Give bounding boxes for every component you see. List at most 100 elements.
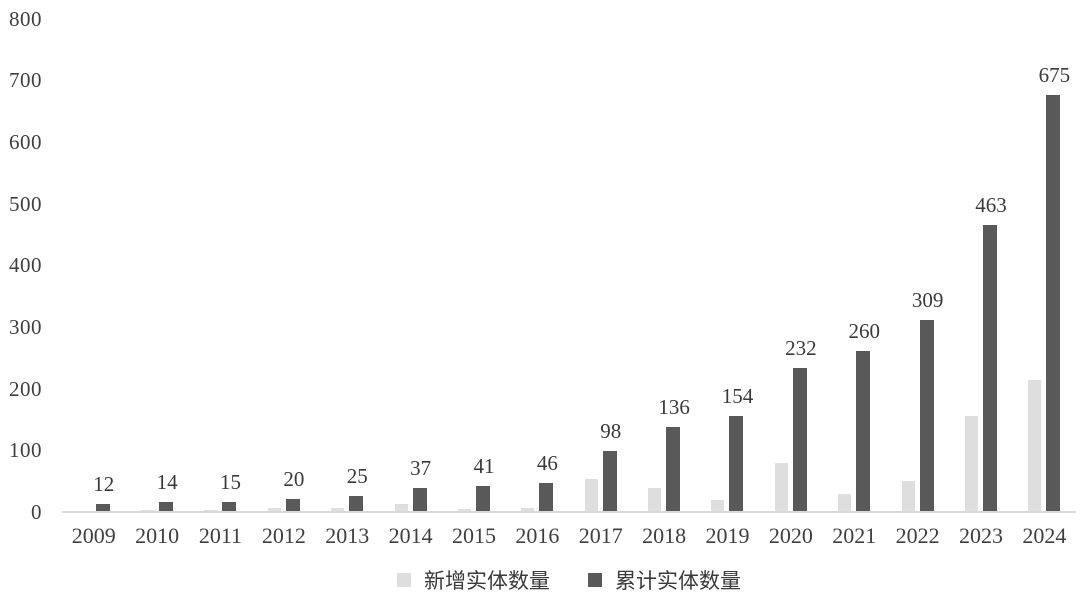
bar-new-entities	[204, 510, 218, 511]
x-axis-category-label: 2023	[958, 523, 1003, 548]
bar-pair	[521, 482, 554, 511]
y-axis: 0 100 200 300 400 500 600 700 800	[0, 0, 46, 525]
bar-cumulative-entities	[539, 482, 554, 511]
bar-pair	[711, 416, 744, 511]
bar-cumulative-entities	[602, 450, 617, 511]
bar-group: 154 2019	[696, 0, 759, 548]
x-axis-category-label: 2013	[325, 523, 370, 548]
bar-group: 463 2023	[949, 0, 1012, 548]
bar-group: 98 2017	[569, 0, 632, 548]
y-axis-tick-label: 400	[9, 253, 42, 278]
bar-new-entities	[394, 503, 408, 511]
bar-group: 136 2018	[632, 0, 695, 548]
bar-pair	[457, 485, 490, 511]
bar-group: 12 2009	[62, 0, 125, 548]
bar-new-entities	[267, 507, 281, 511]
y-axis-tick-label: 300	[9, 314, 42, 339]
y-axis-tick-label: 0	[31, 500, 42, 524]
y-axis-tick-label: 600	[9, 129, 42, 154]
data-label: 675	[1038, 62, 1071, 87]
bar-cumulative-entities	[856, 350, 871, 511]
x-axis-category-label: 2018	[642, 523, 687, 548]
bar-cumulative-entities	[159, 502, 174, 511]
data-label: 98	[600, 418, 622, 443]
data-label: 309	[911, 288, 944, 313]
bar-pair	[584, 450, 617, 511]
bar-cumulative-entities	[412, 488, 427, 511]
legend-item-new: 新增实体数量	[397, 565, 550, 595]
bar-group: 37 2014	[379, 0, 442, 548]
legend-swatch-new	[397, 573, 411, 587]
bar-cumulative-entities	[729, 416, 744, 511]
x-axis-category-label: 2014	[388, 523, 433, 548]
y-axis-tick-label: 500	[9, 191, 42, 216]
bar-pair	[1028, 94, 1061, 511]
bar-new-entities	[521, 507, 535, 511]
bar-pair	[394, 488, 427, 511]
data-label: 260	[848, 318, 880, 343]
x-axis-category-label: 2010	[135, 523, 180, 548]
bar-new-entities	[457, 508, 471, 511]
bar-cumulative-entities	[1046, 94, 1061, 511]
data-label: 37	[410, 456, 432, 481]
bar-cumulative-entities	[285, 498, 300, 511]
bar-new-entities	[1028, 380, 1042, 511]
x-axis-category-label: 2016	[515, 523, 560, 548]
bar-pair	[964, 225, 997, 511]
legend-item-cumulative: 累计实体数量	[588, 565, 741, 595]
legend: 新增实体数量 累计实体数量	[62, 565, 1076, 595]
plot-area: 12 2009 14 2010 15 2011 20 2012 25 2013 37 2014 41 20…	[62, 0, 1076, 548]
bar-group: 41 2015	[442, 0, 505, 548]
bar-pair	[774, 367, 807, 511]
data-label: 14	[156, 470, 178, 495]
x-axis-line	[62, 511, 1076, 513]
data-label: 463	[975, 193, 1007, 218]
bar-cumulative-entities	[475, 485, 490, 511]
bar-pair	[204, 501, 237, 511]
x-axis-category-label: 2019	[705, 523, 750, 548]
bar-new-entities	[141, 509, 155, 511]
bar-pair	[648, 427, 681, 511]
bar-cumulative-entities	[95, 503, 110, 511]
x-axis-category-label: 2017	[578, 523, 623, 548]
bar-cumulative-entities	[222, 501, 237, 511]
legend-label-cumulative: 累计实体数量	[615, 569, 741, 593]
x-axis-category-label: 2021	[832, 523, 877, 548]
bar-group: 232 2020	[759, 0, 822, 548]
bar-group: 20 2012	[252, 0, 315, 548]
x-axis-category-label: 2011	[198, 523, 243, 548]
bar-new-entities	[838, 493, 852, 511]
bar-group: 260 2021	[823, 0, 886, 548]
data-label: 25	[346, 463, 368, 488]
x-axis-category-label: 2022	[895, 523, 940, 548]
bar-pair	[267, 498, 300, 511]
bar-new-entities	[648, 487, 662, 511]
bar-new-entities	[331, 507, 345, 511]
bar-new-entities	[901, 480, 915, 511]
bar-pair	[141, 502, 174, 511]
data-label: 15	[219, 469, 241, 494]
bar-pair	[838, 350, 871, 511]
y-axis-tick-label: 700	[9, 68, 42, 93]
data-label: 12	[93, 471, 115, 496]
bar-group: 675 2024	[1013, 0, 1076, 548]
legend-swatch-cumulative	[588, 573, 602, 587]
bar-pair	[78, 503, 110, 511]
y-axis-tick-label: 800	[9, 6, 42, 31]
bar-group: 15 2011	[189, 0, 252, 548]
bar-group: 25 2013	[316, 0, 379, 548]
bar-new-entities	[964, 416, 978, 511]
x-axis-category-label: 2012	[261, 523, 306, 548]
bar-cumulative-entities	[982, 225, 997, 511]
bar-new-entities	[774, 462, 788, 511]
data-label: 41	[473, 453, 495, 478]
legend-label-new: 新增实体数量	[424, 569, 550, 593]
data-label: 20	[283, 466, 305, 491]
y-axis-tick-label: 200	[9, 376, 42, 401]
bar-group: 309 2022	[886, 0, 949, 548]
bar-cumulative-entities	[666, 427, 681, 511]
x-axis-category-label: 2020	[768, 523, 813, 548]
bar-new-entities	[711, 499, 725, 511]
bar-pair	[901, 320, 934, 511]
